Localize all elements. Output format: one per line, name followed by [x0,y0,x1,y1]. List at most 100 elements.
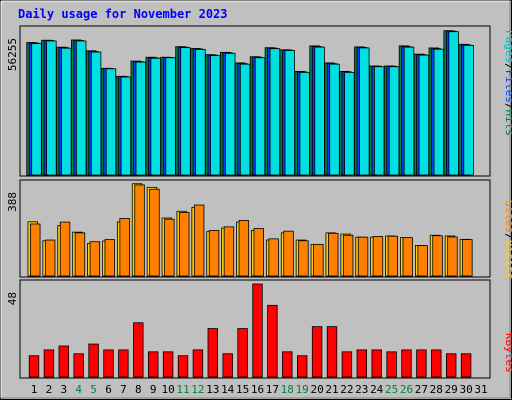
ylabel-files: Files [503,70,512,103]
kbytes-panel-kbytes-bar-9 [147,351,159,378]
day-label-10: 10 [161,383,174,396]
hits-panel-pages-bar-9 [150,57,161,176]
visits-panel-sites-bar-6 [104,239,115,277]
kbytes-panel-kbytes-bar-11 [177,355,189,378]
panel-hits-ylabel: Pages/Files/Hits [503,30,512,136]
kbytes-panel-kbytes-bar-26 [401,349,412,378]
hits-panel-pages-bar-5 [90,51,102,176]
day-label-31: 31 [474,383,487,396]
visits-panel-sites-bar-27 [417,245,428,277]
ylabel-visits: Visits [503,240,512,280]
hits-panel-pages-bar-10 [165,57,176,176]
day-label-28: 28 [430,383,443,396]
ylabel-hits: Hits [503,110,512,137]
hits-panel-pages-bar-1 [31,43,42,176]
kbytes-panel-kbytes-bar-17 [267,304,278,378]
visits-panel-sites-bar-29 [447,236,458,277]
visits-panel-sites-bar-3 [59,221,71,277]
kbytes-panel-kbytes-bar-23 [356,349,368,378]
hits-panel-pages-bar-6 [105,68,117,176]
visits-panel-sites-bar-24 [372,236,384,277]
ylabel-sites: Sites [503,200,512,233]
kbytes-panel-kbytes-bar-22 [341,351,353,378]
panel-visits-ylabel: Sites/Visits [503,200,512,280]
visits-panel-sites-bar-4 [74,232,86,277]
visits-panel-sites-bar-26 [402,237,413,277]
hits-panel-pages-bar-20 [314,46,325,176]
day-label-21: 21 [325,383,338,396]
hits-panel-pages-bar-22 [344,72,355,176]
day-label-9: 9 [150,383,157,396]
visits-panel-sites-bar-18 [283,230,294,277]
visits-panel-sites-bar-22 [342,234,354,277]
day-label-18: 18 [281,383,294,396]
kbytes-panel-kbytes-bar-27 [416,349,427,378]
day-label-27: 27 [415,383,428,396]
day-label-2: 2 [46,383,53,396]
panel-visits: 388 Sites/Visits [6,179,512,280]
day-label-22: 22 [340,383,353,396]
kbytes-panel-kbytes-bar-13 [207,328,219,378]
day-label-19: 19 [296,383,309,396]
visits-panel-sites-bar-10 [164,218,175,277]
visits-panel-sites-bar-14 [223,226,235,277]
kbytes-panel-kbytes-bar-18 [282,351,293,378]
day-label-17: 17 [266,383,279,396]
visits-panel-sites-bar-11 [179,212,190,277]
kbytes-panel-kbytes-bar-14 [222,353,233,378]
hits-panel-pages-bar-30 [463,44,474,176]
hits-panel-pages-bar-11 [180,47,191,176]
hits-panel-pages-bar-28 [433,48,445,176]
visits-panel-sites-bar-30 [462,239,473,277]
visits-panel-sites-bar-5 [89,241,101,277]
day-label-4: 4 [75,383,82,396]
day-label-26: 26 [400,383,413,396]
hits-panel-pages-bar-25 [388,66,400,176]
visits-panel-sites-bar-28 [432,235,443,277]
bars-kbytes [28,283,472,378]
day-label-13: 13 [206,383,219,396]
hits-panel-pages-bar-27 [418,54,430,176]
day-label-23: 23 [355,383,368,396]
day-label-30: 30 [459,383,472,396]
kbytes-panel-kbytes-bar-30 [460,353,472,378]
hits-panel-pages-bar-7 [120,76,132,176]
panel-kbytes-max-label: 48 [6,292,19,305]
kbytes-panel-kbytes-bar-21 [326,326,338,378]
ylabel-pages: Pages [503,30,512,63]
hits-panel-pages-bar-23 [359,47,370,176]
kbytes-panel-kbytes-bar-10 [162,351,174,378]
kbytes-panel-kbytes-bar-25 [386,351,397,378]
day-label-12: 12 [191,383,204,396]
hits-panel-pages-bar-19 [299,72,310,176]
panel-kbytes: 48 KBytes [6,279,512,379]
visits-panel-sites-bar-17 [268,238,279,277]
visits-panel-sites-bar-20 [313,243,324,277]
day-label-6: 6 [105,383,112,396]
kbytes-panel-kbytes-bar-1 [28,355,40,378]
hits-panel-pages-bar-18 [284,50,296,176]
kbytes-panel-kbytes-bar-2 [43,349,55,378]
day-label-7: 7 [120,383,127,396]
day-label-5: 5 [90,383,97,396]
day-label-29: 29 [445,383,458,396]
hits-panel-pages-bar-4 [76,40,87,176]
day-label-25: 25 [385,383,398,396]
day-label-11: 11 [176,383,189,396]
panel-visits-max-label: 388 [6,192,19,212]
day-label-3: 3 [60,383,67,396]
chart-title: Daily usage for November 2023 [18,7,228,21]
kbytes-panel-kbytes-bar-16 [252,283,263,378]
visits-panel-sites-bar-2 [44,239,56,277]
visits-panel-sites-bar-1 [30,223,41,277]
hits-panel-pages-bar-13 [210,55,221,176]
panel-hits-max-label: 56255 [6,38,19,71]
kbytes-panel-kbytes-bar-7 [118,349,129,378]
panel-kbytes-ylabel: KBytes [503,333,512,373]
kbytes-panel-kbytes-bar-12 [192,349,204,378]
day-label-8: 8 [135,383,142,396]
hits-panel-pages-bar-2 [46,40,57,176]
visits-panel-sites-bar-23 [357,236,369,277]
kbytes-panel-kbytes-bar-24 [371,349,382,378]
bars-visits [27,183,473,277]
